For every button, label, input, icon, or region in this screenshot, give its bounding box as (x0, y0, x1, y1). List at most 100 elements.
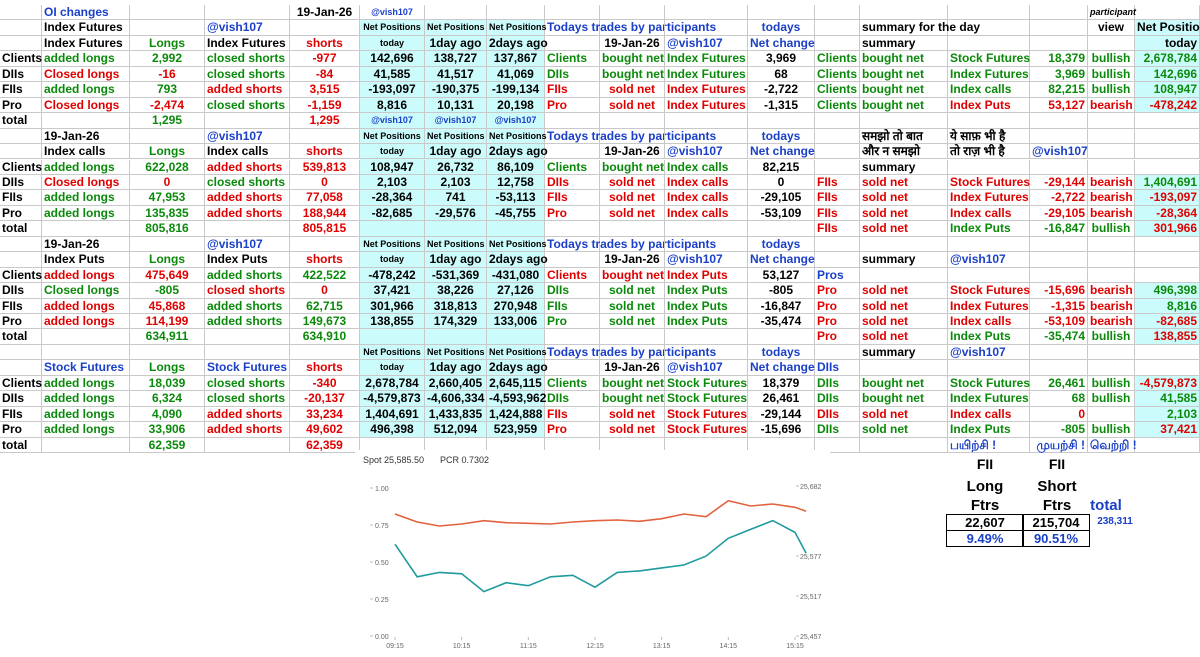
cell: @vish107 (425, 113, 487, 129)
cell: Net Positions (487, 344, 547, 361)
cell (130, 20, 205, 36)
cell (748, 437, 815, 454)
cell (1135, 128, 1200, 145)
cell (130, 236, 205, 253)
cell (0, 128, 42, 145)
cell: 135,835 (130, 205, 205, 222)
cell: 142,696 (360, 51, 425, 67)
cell (0, 5, 42, 21)
cell: added longs (42, 391, 130, 407)
cell (1135, 144, 1200, 160)
cell: 634,911 (130, 329, 205, 345)
cell: -84 (290, 66, 360, 83)
cell (1135, 236, 1200, 253)
cell (1135, 252, 1200, 268)
cell: 27,126 (487, 283, 545, 299)
cell: Pro (545, 422, 600, 438)
cell (815, 35, 860, 52)
cell: Pro (0, 97, 42, 114)
cell (487, 437, 545, 454)
cell: sold net (860, 298, 948, 314)
cell (1088, 144, 1135, 160)
cell: added longs (42, 159, 130, 175)
cell: Clients (0, 159, 43, 175)
cell: 62,359 (130, 437, 205, 454)
cell: 4,090 (130, 406, 205, 423)
cell: FIIs (0, 298, 42, 314)
cell: @vish107 (360, 113, 425, 129)
cell: 422,522 (290, 267, 360, 284)
cell (665, 128, 748, 145)
cell: 62,359 (290, 437, 360, 454)
cell: 539,813 (290, 159, 360, 175)
cell: 301,966 (1135, 221, 1200, 237)
cell (1135, 437, 1200, 454)
cell: Net change (748, 35, 815, 52)
cell: -531,369 (425, 267, 487, 284)
cell (0, 20, 42, 36)
cell (665, 344, 748, 361)
cell: DIIs (815, 360, 860, 376)
cell: @vish107 (205, 128, 290, 145)
cell: today (360, 252, 425, 268)
cell: added longs (42, 406, 130, 423)
cell: @vish107 (665, 144, 748, 160)
cell: 12,758 (487, 174, 545, 191)
cell: Clients (815, 66, 860, 83)
cell: added longs (42, 422, 130, 438)
cell (665, 236, 748, 253)
cell: added longs (42, 314, 130, 330)
cell: -29,144 (748, 406, 815, 423)
cell: 2days ago (487, 252, 548, 268)
cell (1030, 360, 1088, 376)
cell: bought net (600, 375, 665, 392)
cell: 2,103 (360, 174, 425, 191)
cell (425, 221, 487, 237)
cell (600, 20, 665, 36)
cell: முயற்சி ! (1030, 437, 1088, 454)
cell: -805 (1030, 422, 1088, 438)
cell: closed shorts (205, 51, 290, 67)
cell (42, 437, 130, 454)
cell: added longs (42, 298, 130, 314)
cell: Pros (815, 267, 860, 284)
cell: DIIs (815, 406, 860, 423)
cell: -1,315 (748, 97, 815, 114)
cell: 19-Jan-26 (42, 128, 130, 145)
cell: Closed longs (42, 283, 130, 299)
box-side: Long (966, 478, 1004, 495)
cell: 2,645,115 (487, 375, 545, 392)
cell: -340 (290, 375, 360, 392)
cell: today (360, 35, 425, 52)
cell (665, 5, 748, 21)
cell: -478,242 (1135, 97, 1200, 114)
cell: 19-Jan-26 (600, 35, 665, 52)
cell: Net Positions (425, 344, 487, 361)
box-kind: Ftrs (1042, 497, 1072, 514)
cell: -4,593,962 (487, 391, 547, 407)
cell (600, 344, 665, 361)
cell (42, 329, 130, 345)
cell: -193,097 (360, 82, 425, 98)
cell: -29,105 (1030, 205, 1088, 222)
cell: bearish (1088, 97, 1135, 114)
cell: bearish (1088, 174, 1135, 191)
cell: bearish (1088, 283, 1135, 299)
cell: Net Positions (360, 344, 425, 361)
cell: 2,678,784 (360, 375, 425, 392)
cell: total (0, 329, 42, 345)
cell (0, 144, 42, 160)
highlight (1135, 174, 1200, 237)
cell: Net change (748, 252, 815, 268)
cell: Clients (815, 97, 860, 114)
cell: -4,579,873 (1135, 375, 1200, 392)
cell: sold net (860, 205, 948, 222)
cell: Todays trades by participants (545, 20, 717, 36)
cell: added longs (42, 267, 130, 284)
cell: bearish (1088, 314, 1135, 330)
box-kind: Ftrs (970, 497, 1000, 514)
cell: 301,966 (360, 298, 425, 314)
cell: Pro (545, 97, 600, 114)
cell: 26,461 (748, 391, 815, 407)
cell: -15,696 (748, 422, 815, 438)
